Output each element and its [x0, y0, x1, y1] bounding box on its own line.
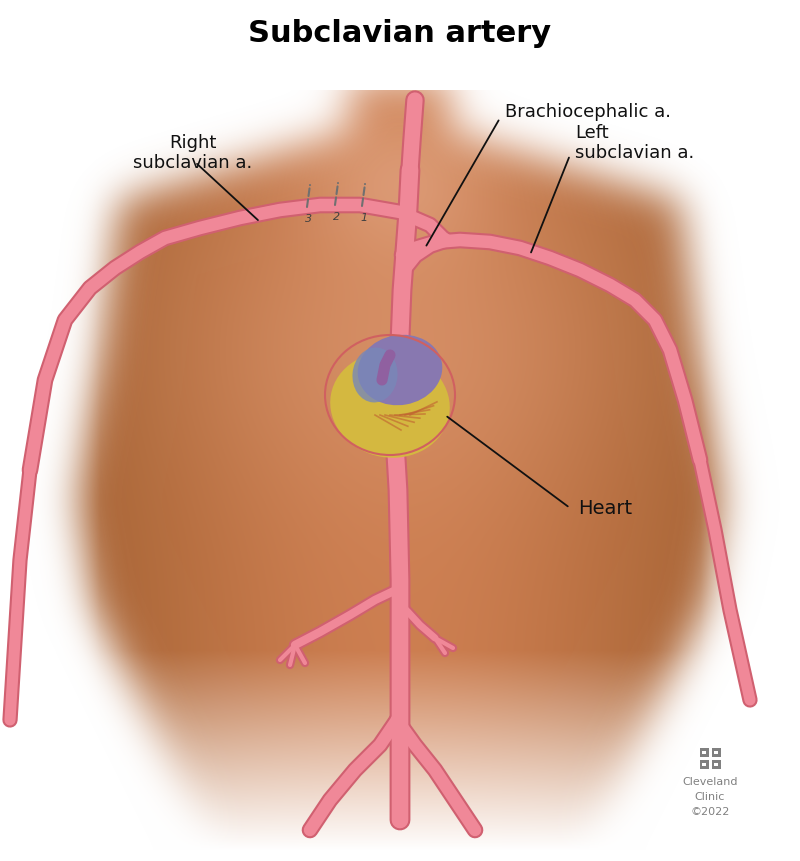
FancyBboxPatch shape — [702, 751, 706, 754]
Ellipse shape — [330, 352, 450, 458]
FancyBboxPatch shape — [714, 763, 718, 766]
FancyBboxPatch shape — [699, 748, 709, 757]
FancyBboxPatch shape — [711, 760, 721, 769]
Text: Brachiocephalic a.: Brachiocephalic a. — [505, 103, 671, 121]
Text: Left
subclavian a.: Left subclavian a. — [575, 124, 694, 163]
Text: Subclavian artery: Subclavian artery — [249, 18, 551, 47]
Text: Heart: Heart — [578, 499, 632, 517]
Text: Cleveland
Clinic
©2022: Cleveland Clinic ©2022 — [682, 777, 738, 816]
FancyBboxPatch shape — [702, 763, 706, 766]
Text: 1: 1 — [361, 213, 367, 223]
Ellipse shape — [353, 348, 398, 402]
Text: 3: 3 — [306, 214, 313, 224]
Text: Right
subclavian a.: Right subclavian a. — [134, 133, 253, 172]
Text: 2: 2 — [334, 212, 341, 222]
FancyBboxPatch shape — [699, 760, 709, 769]
FancyBboxPatch shape — [714, 751, 718, 754]
FancyBboxPatch shape — [711, 748, 721, 757]
Ellipse shape — [358, 335, 442, 406]
Bar — [0, 0, 800, 90]
